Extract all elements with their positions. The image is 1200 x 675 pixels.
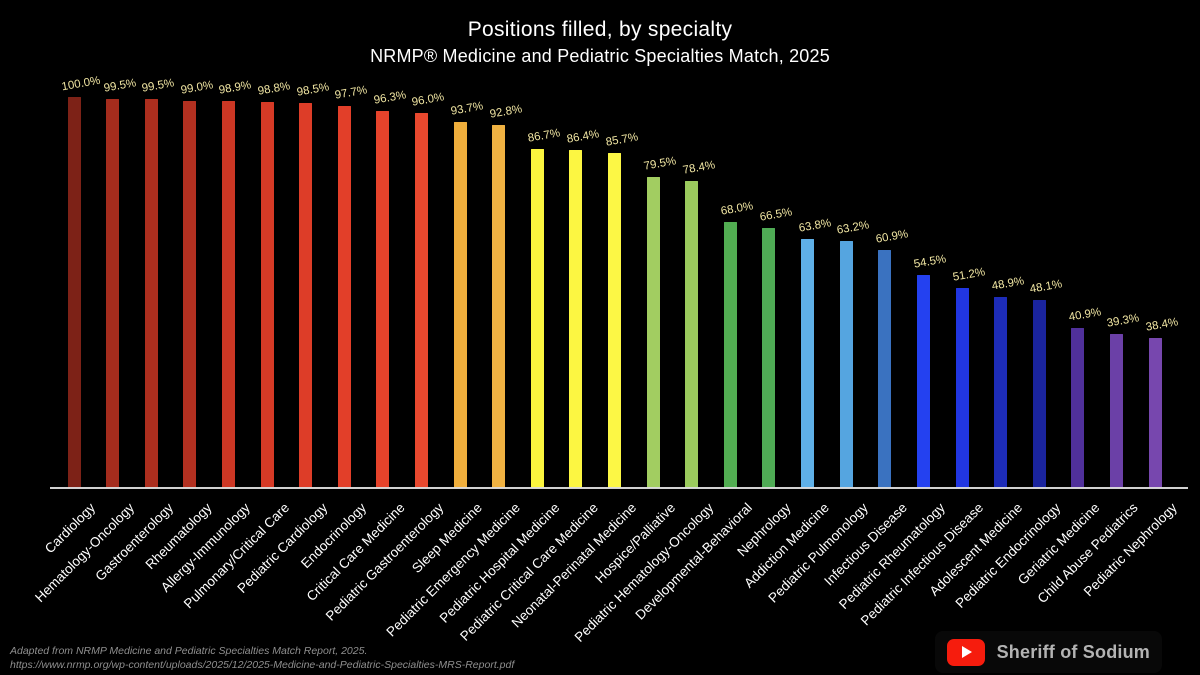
bar	[801, 238, 815, 488]
bar	[414, 112, 428, 488]
bar	[453, 121, 467, 488]
bar	[685, 181, 699, 488]
youtube-play-icon	[946, 638, 985, 666]
bar	[1148, 337, 1162, 488]
chart-title: Positions filled, by specialty	[467, 18, 733, 41]
bar	[608, 152, 622, 488]
x-axis-baseline	[50, 487, 1188, 489]
bar	[762, 227, 776, 488]
bar	[955, 287, 969, 488]
channel-name: Sheriff of Sodium	[996, 641, 1150, 662]
bar	[1071, 328, 1085, 488]
bar	[839, 240, 853, 488]
bar	[994, 296, 1008, 488]
channel-badge: Sheriff of Sodium	[935, 631, 1162, 673]
bar	[492, 125, 506, 488]
bar	[646, 177, 660, 488]
bar	[337, 105, 351, 488]
bar	[723, 222, 737, 488]
bar	[1109, 334, 1123, 488]
bar	[376, 111, 390, 488]
bar	[183, 100, 197, 488]
bar	[878, 249, 892, 488]
source-line-1: Adapted from NRMP Medicine and Pediatric…	[10, 645, 368, 657]
bar	[67, 97, 81, 488]
bar	[144, 98, 158, 488]
bar	[106, 98, 120, 488]
source-note: Adapted from NRMP Medicine and Pediatric…	[10, 644, 514, 672]
bar	[260, 101, 274, 488]
bar	[530, 149, 544, 488]
play-triangle-icon	[961, 646, 972, 658]
bar	[221, 101, 235, 488]
source-line-2: https://www.nrmp.org/wp-content/uploads/…	[10, 659, 515, 671]
chart-subtitle: NRMP® Medicine and Pediatric Specialties…	[370, 46, 830, 66]
bar	[916, 274, 930, 488]
bar	[299, 102, 313, 488]
bar-value-label: 54.5%	[913, 253, 948, 271]
bar	[1032, 299, 1046, 488]
bar	[569, 150, 583, 488]
